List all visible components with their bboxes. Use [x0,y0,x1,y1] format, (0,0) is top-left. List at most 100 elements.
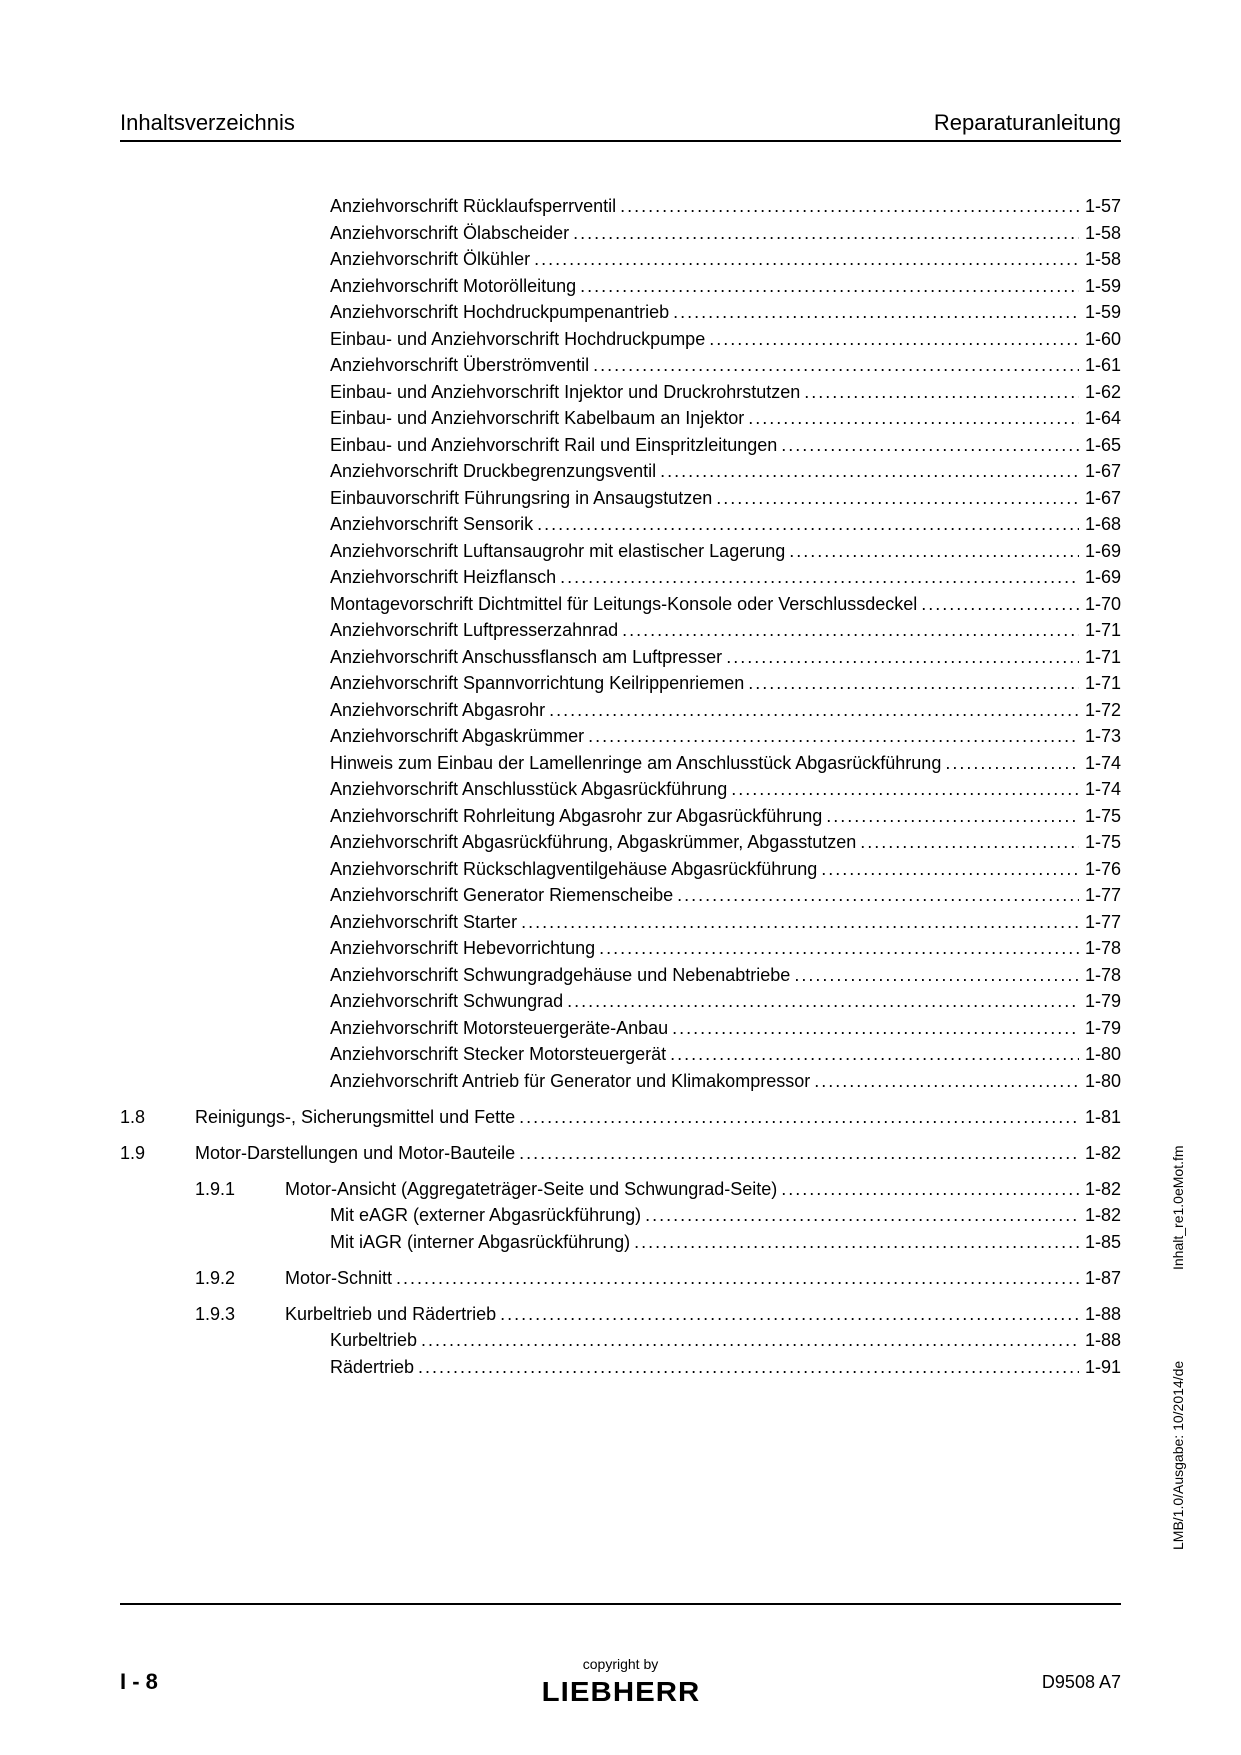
toc-subsection-number: 1.9.1 [195,1180,285,1198]
toc-entry-page: 1-58 [1079,250,1121,268]
toc-entry-title: Montagevorschrift Dichtmittel für Leitun… [330,595,917,613]
toc-line: Mit eAGR (externer Abgasrückführung)....… [120,1206,1121,1224]
toc-entry-title: Reinigungs-, Sicherungsmittel und Fette [195,1108,515,1126]
toc-leader-dots: ........................................… [641,1206,1079,1224]
toc-leader-dots: ........................................… [810,1072,1079,1090]
toc-section-number: 1.9 [120,1144,195,1162]
toc-leader-dots: ........................................… [712,489,1079,507]
toc-entry-page: 1-71 [1079,674,1121,692]
toc-line: Einbauvorschrift Führungsring in Ansaugs… [120,489,1121,507]
toc-line: Anziehvorschrift Sensorik...............… [120,515,1121,533]
toc-entry-title: Anziehvorschrift Abgasrückführung, Abgas… [330,833,856,851]
toc-leader-dots: ........................................… [589,356,1079,374]
toc-entry-page: 1-80 [1079,1072,1121,1090]
toc-line: Mit iAGR (interner Abgasrückführung)....… [120,1233,1121,1251]
toc-entry-page: 1-59 [1079,277,1121,295]
toc-line: Montagevorschrift Dichtmittel für Leitun… [120,595,1121,613]
toc-entry-title: Einbau- und Anziehvorschrift Kabelbaum a… [330,409,744,427]
toc-leader-dots: ........................................… [656,462,1079,480]
toc-line: Einbau- und Anziehvorschrift Rail und Ei… [120,436,1121,454]
toc-entry-title: Einbau- und Anziehvorschrift Hochdruckpu… [330,330,705,348]
toc-entry-title: Einbauvorschrift Führungsring in Ansaugs… [330,489,712,507]
toc-entry-title: Motor-Schnitt [285,1269,392,1287]
toc-leader-dots: ........................................… [533,515,1079,533]
toc-line: Einbau- und Anziehvorschrift Hochdruckpu… [120,330,1121,348]
toc-entry-page: 1-91 [1079,1358,1121,1376]
toc-line: Anziehvorschrift Hochdruckpumpenantrieb.… [120,303,1121,321]
toc-entry-page: 1-59 [1079,303,1121,321]
toc-entry-page: 1-78 [1079,966,1121,984]
toc-entry-title: Anziehvorschrift Rücklaufsperrventil [330,197,616,215]
toc-leader-dots: ........................................… [722,648,1079,666]
toc-leader-dots: ........................................… [673,886,1079,904]
toc-entry-title: Mit eAGR (externer Abgasrückführung) [330,1206,641,1224]
toc-entry-page: 1-79 [1079,1019,1121,1037]
brand-logo: LIEBHERR [541,1676,700,1708]
toc-entry-title: Anziehvorschrift Schwungradgehäuse und N… [330,966,790,984]
toc-entry-title: Anziehvorschrift Spannvorrichtung Keilri… [330,674,744,692]
toc-entry-page: 1-58 [1079,224,1121,242]
toc-entry-page: 1-81 [1079,1108,1121,1126]
toc-leader-dots: ........................................… [817,860,1079,878]
toc-entry-page: 1-69 [1079,542,1121,560]
toc-line: Einbau- und Anziehvorschrift Kabelbaum a… [120,409,1121,427]
page-header: Inhaltsverzeichnis Reparaturanleitung [120,110,1121,142]
toc-leader-dots: ........................................… [917,595,1079,613]
toc-entry-title: Anziehvorschrift Antrieb für Generator u… [330,1072,810,1090]
toc-entry-title: Anziehvorschrift Abgaskrümmer [330,727,584,745]
toc-entry-page: 1-82 [1079,1144,1121,1162]
toc-line: 1.9.2Motor-Schnitt......................… [120,1269,1121,1287]
toc-entry-page: 1-77 [1079,913,1121,931]
toc-leader-dots: ........................................… [517,913,1079,931]
toc-line: Anziehvorschrift Antrieb für Generator u… [120,1072,1121,1090]
toc-line: Anziehvorschrift Rohrleitung Abgasrohr z… [120,807,1121,825]
toc-line: Anziehvorschrift Druckbegrenzungsventil.… [120,462,1121,480]
toc-entry-page: 1-74 [1079,754,1121,772]
toc-line: Anziehvorschrift Motorsteuergeräte-Anbau… [120,1019,1121,1037]
toc-entry-page: 1-65 [1079,436,1121,454]
toc-line: Anziehvorschrift Rücklaufsperrventil....… [120,197,1121,215]
toc-entry-title: Motor-Ansicht (Aggregateträger-Seite und… [285,1180,777,1198]
toc-leader-dots: ........................................… [790,966,1079,984]
toc-leader-dots: ........................................… [777,436,1079,454]
toc-leader-dots: ........................................… [856,833,1079,851]
toc-line: Anziehvorschrift Hebevorrichtung........… [120,939,1121,957]
toc-line: Anziehvorschrift Überströmventil........… [120,356,1121,374]
toc-line: Anziehvorschrift Ölabscheider...........… [120,224,1121,242]
toc-leader-dots: ........................................… [777,1180,1079,1198]
toc-leader-dots: ........................................… [530,250,1079,268]
toc-entry-title: Anziehvorschrift Rückschlagventilgehäuse… [330,860,817,878]
toc-entry-title: Rädertrieb [330,1358,414,1376]
toc-line: Anziehvorschrift Schwungrad.............… [120,992,1121,1010]
toc-entry-page: 1-79 [1079,992,1121,1010]
toc-leader-dots: ........................................… [595,939,1079,957]
toc-entry-title: Anziehvorschrift Abgasrohr [330,701,545,719]
toc-entry-page: 1-74 [1079,780,1121,798]
toc-line: Anziehvorschrift Heizflansch............… [120,568,1121,586]
side-text-lower: LMB/1.0/Ausgabe: 10/2014/de [1170,1320,1186,1550]
toc-line: Anziehvorschrift Schwungradgehäuse und N… [120,966,1121,984]
toc-leader-dots: ........................................… [496,1305,1079,1323]
toc-leader-dots: ........................................… [941,754,1079,772]
toc-content: Anziehvorschrift Rücklaufsperrventil....… [120,197,1121,1376]
toc-line: Kurbeltrieb.............................… [120,1331,1121,1349]
toc-entry-title: Anziehvorschrift Generator Riemenscheibe [330,886,673,904]
toc-line: Rädertrieb..............................… [120,1358,1121,1376]
toc-entry-page: 1-71 [1079,621,1121,639]
toc-entry-title: Anziehvorschrift Anschussflansch am Luft… [330,648,722,666]
toc-subsection-number: 1.9.2 [195,1269,285,1287]
toc-entry-title: Anziehvorschrift Ölkühler [330,250,530,268]
toc-entry-page: 1-75 [1079,833,1121,851]
page: Inhaltsverzeichnis Reparaturanleitung An… [0,0,1241,1755]
toc-entry-page: 1-72 [1079,701,1121,719]
toc-line: Anziehvorschrift Luftpresserzahnrad.....… [120,621,1121,639]
toc-line: Anziehvorschrift Stecker Motorsteuergerä… [120,1045,1121,1063]
toc-entry-page: 1-82 [1079,1180,1121,1198]
toc-entry-page: 1-82 [1079,1206,1121,1224]
toc-entry-page: 1-80 [1079,1045,1121,1063]
toc-line: 1.8Reinigungs-, Sicherungsmittel und Fet… [120,1108,1121,1126]
toc-entry-page: 1-64 [1079,409,1121,427]
toc-line: 1.9Motor-Darstellungen und Motor-Bauteil… [120,1144,1121,1162]
toc-line: Anziehvorschrift Luftansaugrohr mit elas… [120,542,1121,560]
toc-line: Hinweis zum Einbau der Lamellenringe am … [120,754,1121,772]
